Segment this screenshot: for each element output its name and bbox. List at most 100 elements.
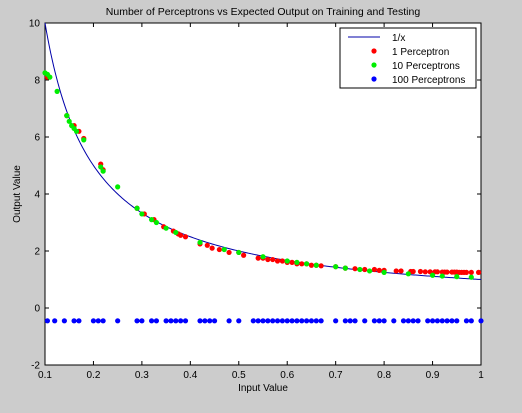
series-3-point: [260, 318, 266, 324]
series-3-point: [410, 318, 416, 324]
series-3-point: [299, 318, 305, 324]
series-2-point: [405, 271, 411, 277]
axis-ticks: 0.1 0.2 0.3 0.4 0.5 0.6 0.7 0.8 0.9 1 -2 0 2 4 6 8 10: [29, 19, 484, 382]
series-3-point: [434, 318, 440, 324]
series-2-point: [304, 261, 310, 267]
series-1-point: [255, 255, 261, 261]
series-3-point: [468, 318, 474, 324]
series-1-point: [226, 249, 232, 256]
series-3-point: [444, 318, 450, 324]
x-tick-label: 1: [478, 370, 484, 381]
series-2-point: [47, 74, 53, 80]
series-3-point: [207, 318, 213, 324]
series-2-point: [73, 128, 80, 134]
series-3-point: [250, 318, 256, 324]
series-3-point: [153, 318, 160, 324]
series-3-point: [318, 318, 324, 324]
series-1-point: [182, 234, 189, 240]
series-1-point: [422, 269, 428, 275]
series-1-point: [308, 262, 315, 268]
y-tick-label: -2: [31, 361, 40, 372]
series-3-point: [429, 318, 436, 324]
series-2-point: [100, 168, 106, 174]
series-2-point: [294, 259, 300, 265]
series-2-point: [66, 118, 72, 124]
series-3-point: [289, 318, 295, 324]
series-1-point: [463, 269, 470, 275]
series-3-point: [139, 318, 145, 324]
series-3-point: [71, 318, 77, 324]
series-3-point: [274, 318, 281, 324]
x-tick-label: 0.5: [232, 370, 246, 381]
y-tick-label: 10: [29, 19, 41, 30]
series-2-point: [468, 274, 474, 280]
series-2-point: [284, 258, 290, 264]
series-1-point: [318, 263, 324, 269]
x-tick-label: 0.4: [183, 370, 197, 381]
series-3-point: [304, 318, 310, 324]
series-1-point: [410, 268, 416, 275]
series-3-point: [371, 318, 378, 324]
series-2-point: [98, 164, 104, 170]
x-tick-label: 0.6: [280, 370, 294, 381]
series-2-point: [236, 249, 242, 256]
series-2-point: [148, 217, 155, 223]
series-3-point: [76, 318, 82, 324]
series-3-point: [463, 318, 470, 324]
series-1-point: [352, 266, 358, 272]
series-3-point: [211, 318, 218, 324]
y-tick-label: 4: [34, 190, 40, 201]
legend-label-series-2: 10 Perceptrons: [392, 61, 460, 72]
series-3-point: [173, 318, 179, 324]
series-3-point: [439, 318, 445, 324]
y-tick-label: 2: [34, 247, 40, 258]
series-3-point: [178, 318, 184, 324]
series-2-point: [429, 272, 436, 278]
legend-swatch-series-1: [371, 48, 377, 54]
series-3-point: [454, 318, 460, 324]
series-3-point: [226, 318, 232, 324]
series-3-point: [95, 318, 101, 324]
series-2-point: [357, 266, 363, 273]
legend: 1/x 1 Perceptron 10 Perceptrons 100 Perc…: [339, 27, 477, 89]
y-tick-label: 0: [34, 304, 40, 315]
legend-swatch-series-2: [371, 62, 377, 68]
series-1-point: [417, 268, 424, 275]
series-3-point: [347, 318, 353, 324]
series-3-point: [478, 318, 484, 324]
series-3-point: [308, 318, 315, 324]
series-3-point: [284, 318, 290, 324]
series-3-points: [44, 318, 484, 324]
series-3-point: [415, 318, 421, 324]
series-1-point: [241, 252, 247, 258]
series-3-point: [425, 318, 431, 324]
series-2-point: [54, 88, 60, 94]
series-2-point: [163, 225, 169, 231]
x-tick-label: 0.2: [86, 370, 100, 381]
legend-label-curve: 1/x: [392, 33, 405, 44]
series-3-point: [90, 318, 97, 324]
series-1-point: [274, 258, 281, 264]
x-tick-label: 0.1: [38, 370, 52, 381]
series-3-point: [100, 318, 106, 324]
series-1-point: [444, 269, 450, 275]
series-1-point: [398, 268, 404, 274]
series-3-point: [294, 318, 300, 324]
series-3-point: [362, 318, 368, 324]
series-1-point: [475, 269, 482, 275]
x-tick-label: 0.3: [135, 370, 149, 381]
series-2-point: [197, 239, 203, 246]
x-tick-label: 0.8: [377, 370, 391, 381]
chart-title: Number of Perceptrons vs Expected Output…: [106, 6, 421, 18]
series-1-point: [434, 269, 440, 275]
series-3-point: [202, 318, 208, 324]
series-3-point: [405, 318, 411, 324]
series-2-point: [221, 246, 227, 253]
series-2-point: [381, 269, 387, 275]
legend-label-series-1: 1 Perceptron: [392, 47, 449, 58]
y-tick-label: 8: [34, 76, 40, 87]
series-3-point: [342, 318, 348, 324]
series-2-point: [454, 274, 460, 280]
